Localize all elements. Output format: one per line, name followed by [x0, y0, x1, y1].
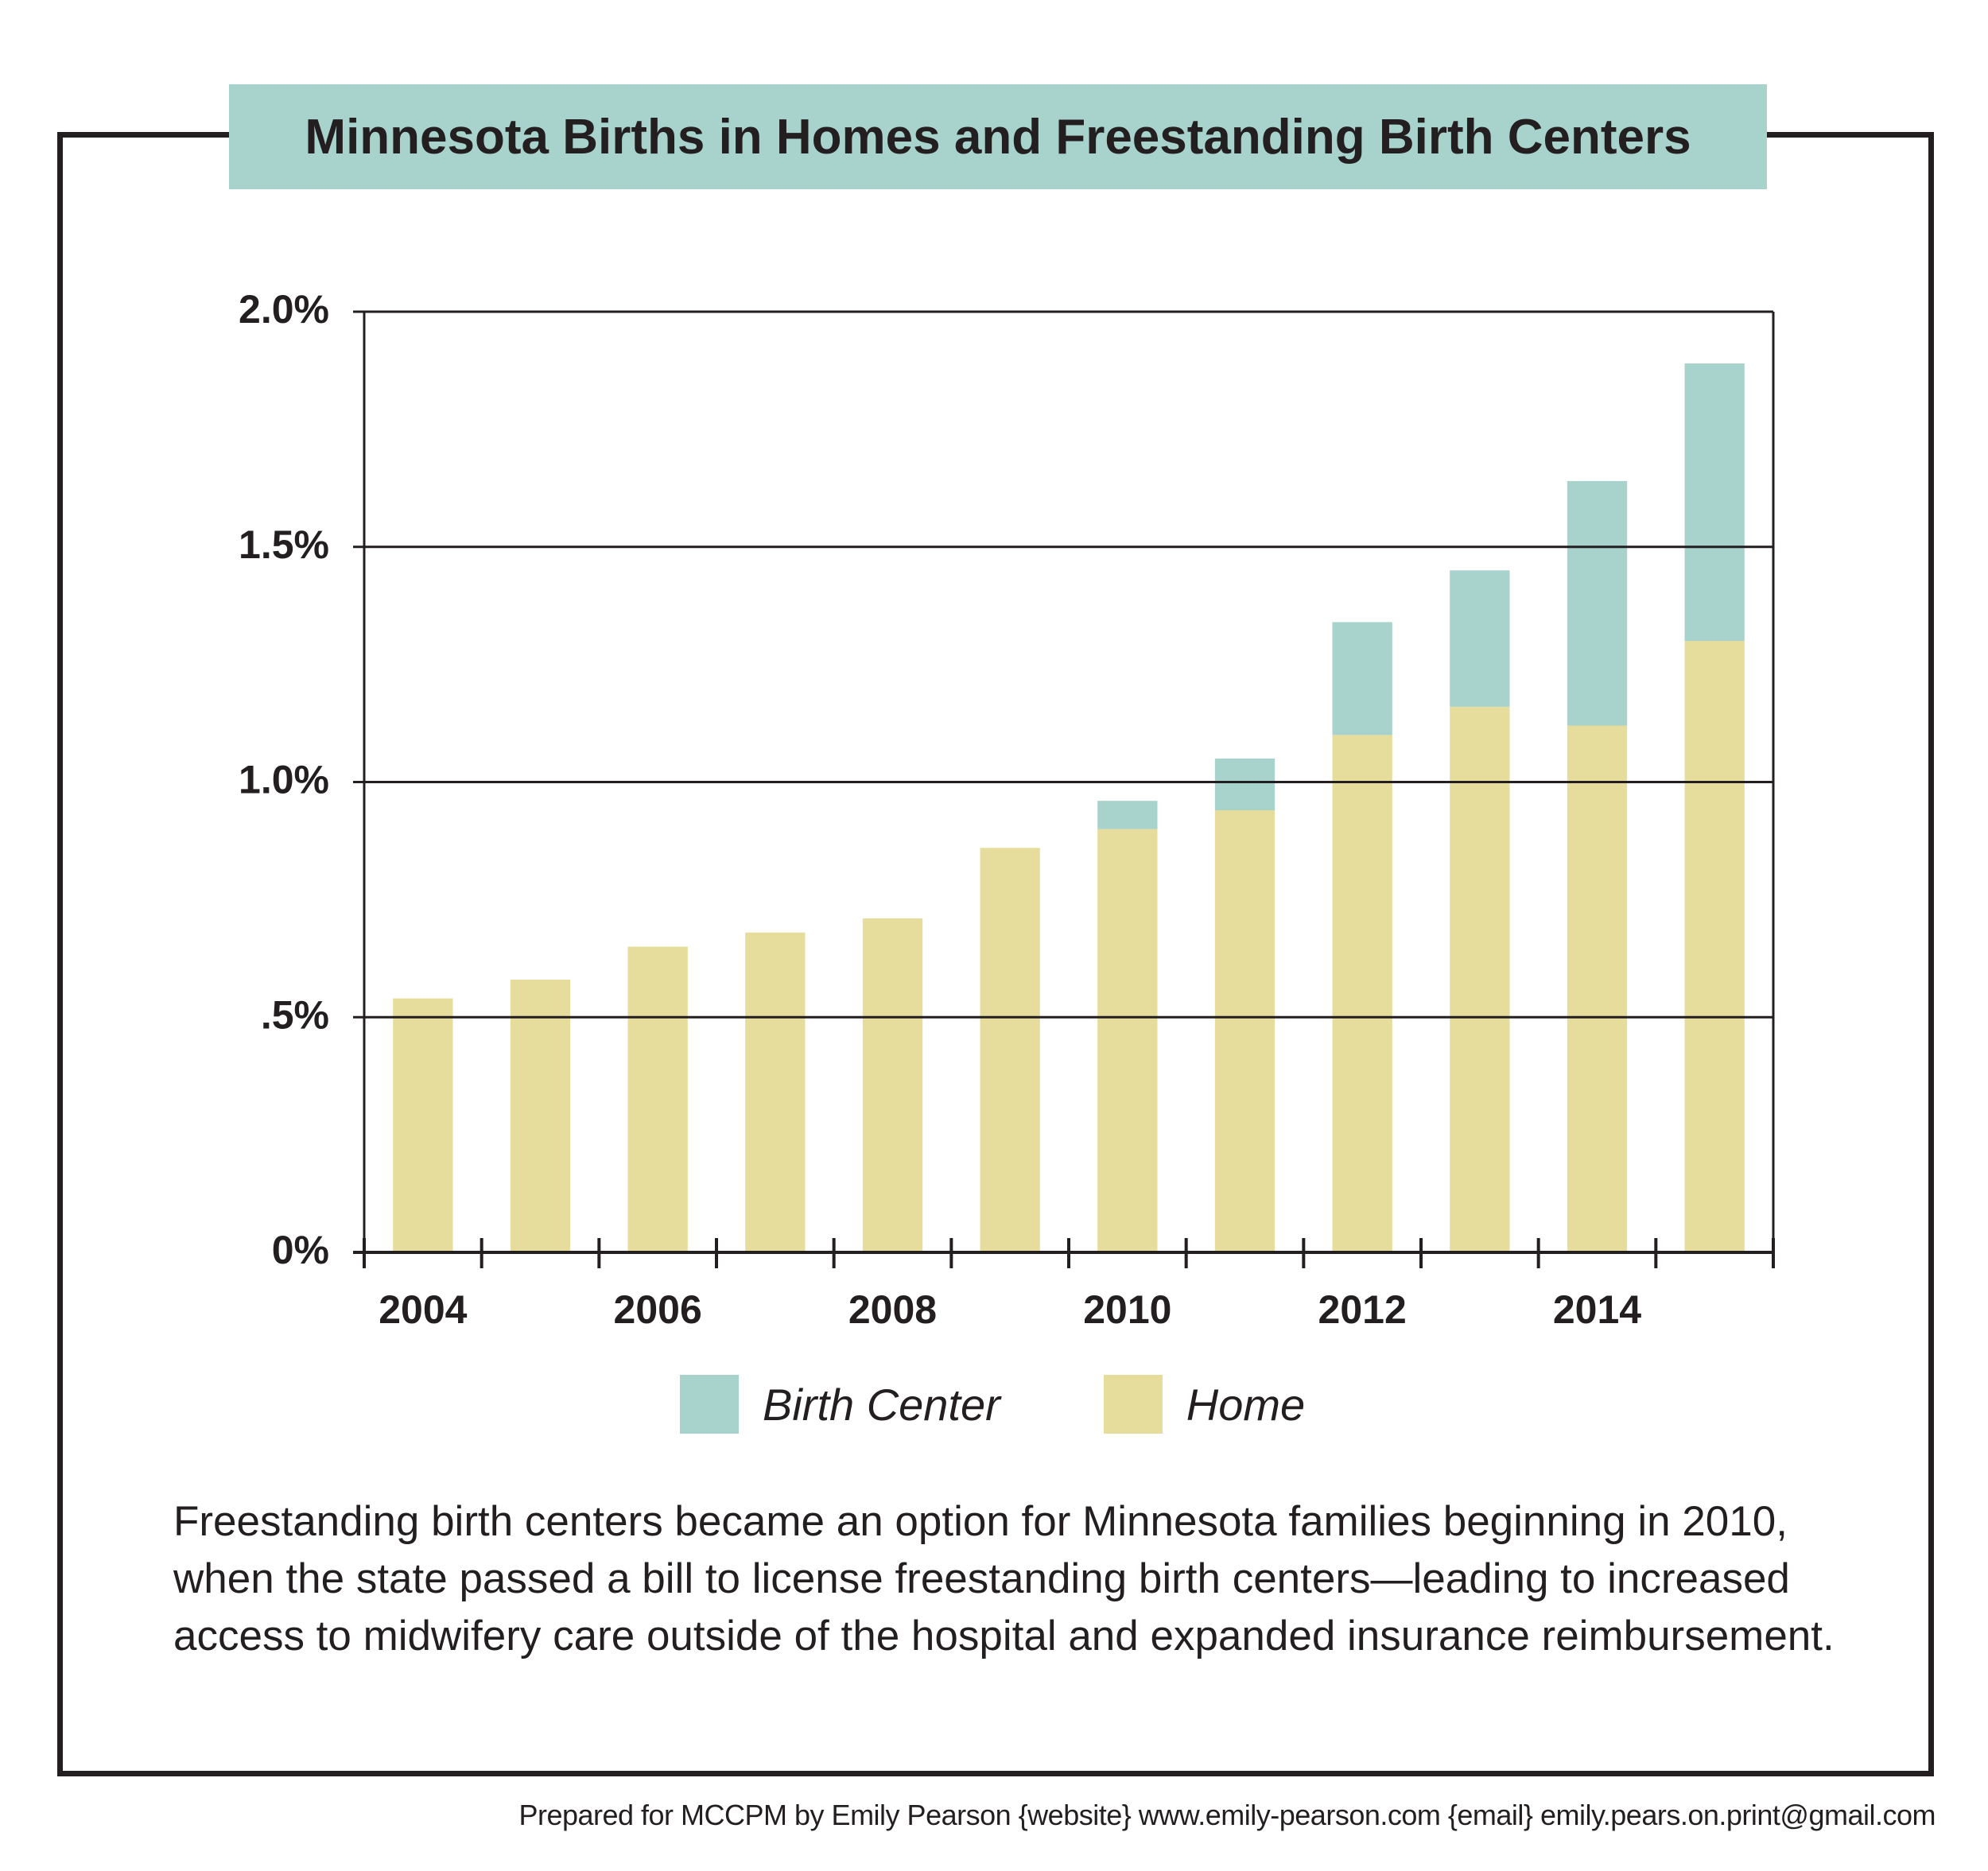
bar-birth-center-2010 [1097, 801, 1158, 829]
legend-swatch-home [1103, 1375, 1163, 1434]
bar-home-2013 [1450, 706, 1510, 1252]
x-tick-label-2012: 2012 [1318, 1287, 1407, 1332]
y-tick-label-4: 2.0% [239, 287, 329, 332]
y-tick-label-0: 0% [272, 1228, 329, 1272]
legend-item-home: Home [1103, 1375, 1306, 1434]
bar-chart: 0% .5% 1.0% 1.5% 2.0% 2004 2006 2008 2010 2012 201… [239, 287, 1775, 1332]
bar-home-2011 [1214, 809, 1276, 1252]
x-tick-label-2010: 2010 [1083, 1287, 1171, 1332]
bar-home-2004 [393, 998, 453, 1252]
bar-birth-center-2011 [1214, 758, 1276, 810]
caption-text: Freestanding birth centers became an opt… [173, 1498, 1835, 1659]
x-tick-label-2004: 2004 [379, 1287, 467, 1332]
bar-home-2012 [1332, 735, 1392, 1252]
x-tick-label-2014: 2014 [1553, 1287, 1641, 1332]
bar-home-2006 [627, 946, 688, 1252]
bar-birth-center-2012 [1332, 622, 1392, 736]
bar-home-2005 [510, 979, 571, 1252]
title-banner: Minnesota Births in Homes and Freestandi… [229, 84, 1767, 189]
y-tick-label-2: 1.0% [239, 758, 329, 802]
chart-legend: Birth Center Home [680, 1374, 1408, 1434]
legend-swatch-birth-center [680, 1375, 739, 1434]
bar-home-2007 [745, 932, 806, 1252]
bar-birth-center-2013 [1450, 570, 1510, 707]
bar-home-2010 [1097, 829, 1158, 1252]
bar-home-2008 [862, 918, 923, 1252]
legend-label-birth-center: Birth Center [763, 1379, 1000, 1430]
chart-title: Minnesota Births in Homes and Freestandi… [305, 109, 1691, 165]
y-tick-label-3: 1.5% [239, 522, 329, 567]
bar-home-2015 [1684, 641, 1745, 1252]
bar-birth-center-2014 [1567, 480, 1628, 726]
bar-home-2014 [1567, 725, 1628, 1252]
legend-label-home: Home [1186, 1379, 1306, 1430]
bar-birth-center-2015 [1684, 363, 1745, 642]
x-tick-label-2006: 2006 [614, 1287, 702, 1332]
legend-item-birth-center: Birth Center [680, 1375, 1000, 1434]
bar-home-2009 [980, 848, 1040, 1252]
y-tick-label-1: .5% [261, 992, 329, 1037]
credit-line: Prepared for MCCPM by Emily Pearson {web… [518, 1799, 1936, 1831]
x-tick-label-2008: 2008 [848, 1287, 937, 1332]
